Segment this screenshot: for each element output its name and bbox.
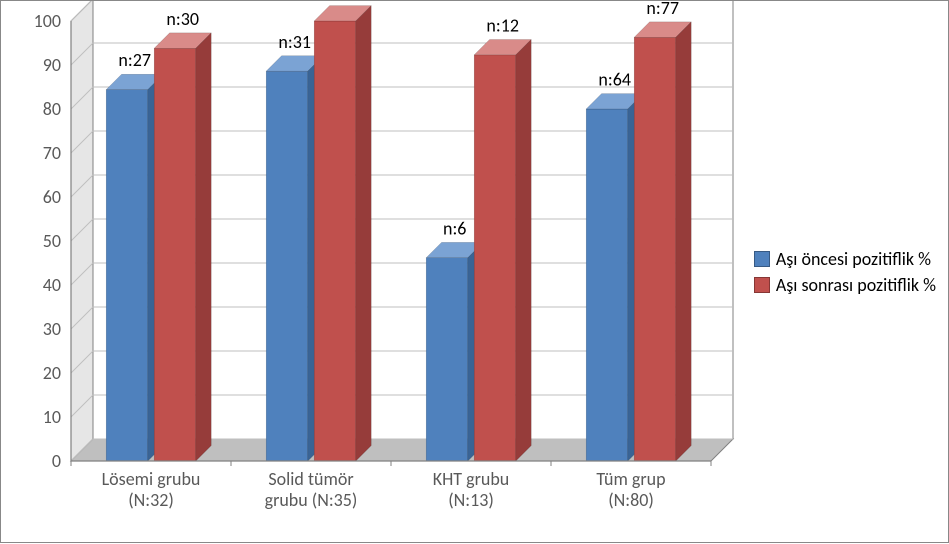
x-axis-category-label: KHT grubu(N:13) — [391, 469, 551, 510]
x-label-line: Solid tümör — [231, 469, 391, 490]
legend-swatch-icon — [754, 251, 770, 267]
x-label-line: Lösemi grubu — [71, 469, 231, 490]
svg-text:90: 90 — [43, 54, 61, 76]
svg-text:60: 60 — [43, 186, 61, 208]
x-axis-category-label: Solid tümörgrubu (N:35) — [231, 469, 391, 510]
svg-text:100: 100 — [34, 10, 61, 32]
svg-text:n:12: n:12 — [486, 14, 519, 36]
x-label-line: KHT grubu — [391, 469, 551, 490]
svg-text:10: 10 — [43, 406, 61, 428]
svg-text:40: 40 — [43, 274, 61, 296]
legend: Aşı öncesi pozitiflik % Aşı sonrası pozi… — [754, 244, 936, 300]
legend-item: Aşı sonrası pozitiflik % — [754, 274, 936, 296]
legend-item: Aşı öncesi pozitiflik % — [754, 248, 936, 270]
svg-text:n:31: n:31 — [278, 31, 311, 53]
svg-text:0: 0 — [52, 450, 61, 472]
svg-text:n:6: n:6 — [443, 217, 466, 239]
svg-text:n:30: n:30 — [166, 8, 199, 30]
svg-text:n:77: n:77 — [646, 1, 679, 19]
legend-label: Aşı sonrası pozitiflik % — [776, 274, 936, 296]
svg-text:50: 50 — [43, 230, 61, 252]
svg-text:n:27: n:27 — [118, 49, 151, 71]
svg-text:20: 20 — [43, 362, 61, 384]
x-label-line: (N:32) — [71, 490, 231, 511]
svg-text:n:64: n:64 — [598, 69, 631, 91]
legend-label: Aşı öncesi pozitiflik % — [776, 248, 931, 270]
x-label-line: grubu (N:35) — [231, 490, 391, 511]
svg-text:80: 80 — [43, 98, 61, 120]
x-axis-category-label: Tüm grup(N:80) — [551, 469, 711, 510]
chart-container: 0 10 20 30 40 50 60 70 80 90 100 n:27 n:30 n:31 n:35 n:… — [0, 0, 949, 543]
svg-text:30: 30 — [43, 318, 61, 340]
x-label-line: (N:13) — [391, 490, 551, 511]
svg-text:n:35: n:35 — [326, 1, 359, 3]
x-axis-category-label: Lösemi grubu(N:32) — [71, 469, 231, 510]
legend-swatch-icon — [754, 277, 770, 293]
x-label-line: (N:80) — [551, 490, 711, 511]
svg-text:70: 70 — [43, 142, 61, 164]
x-label-line: Tüm grup — [551, 469, 711, 490]
